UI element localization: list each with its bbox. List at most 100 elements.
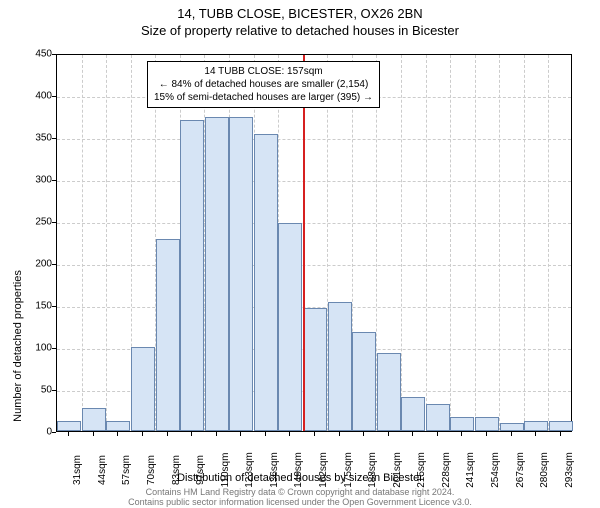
grid-line-h: [57, 223, 571, 224]
x-tick-label: 149sqm: [293, 452, 304, 488]
x-tick-mark: [93, 432, 94, 436]
x-tick-label: 57sqm: [121, 455, 132, 485]
y-tick-label: 250: [12, 217, 52, 228]
x-tick-label: 31sqm: [72, 455, 83, 485]
histogram-bar: [401, 397, 425, 431]
histogram-bar: [254, 134, 278, 431]
y-tick-mark: [52, 96, 56, 97]
y-tick-label: 300: [12, 175, 52, 186]
histogram-bar: [205, 117, 229, 431]
x-tick-label: 97sqm: [195, 455, 206, 485]
x-tick-mark: [68, 432, 69, 436]
x-tick-label: 83sqm: [171, 455, 182, 485]
x-tick-mark: [412, 432, 413, 436]
histogram-bar: [426, 404, 450, 431]
grid-line-h: [57, 181, 571, 182]
x-tick-label: 162sqm: [318, 452, 329, 488]
grid-line-v: [106, 55, 107, 431]
x-tick-mark: [240, 432, 241, 436]
histogram-bar: [524, 421, 548, 431]
x-tick-mark: [511, 432, 512, 436]
x-tick-label: 175sqm: [343, 452, 354, 488]
x-tick-label: 293sqm: [564, 452, 575, 488]
histogram-bar: [278, 223, 302, 431]
x-tick-mark: [142, 432, 143, 436]
x-tick-label: 280sqm: [539, 452, 550, 488]
x-tick-label: 267sqm: [515, 452, 526, 488]
page-title: 14, TUBB CLOSE, BICESTER, OX26 2BN: [0, 6, 600, 21]
x-tick-label: 70sqm: [146, 455, 157, 485]
grid-line-v: [475, 55, 476, 431]
x-tick-mark: [339, 432, 340, 436]
x-tick-label: 215sqm: [416, 452, 427, 488]
attribution: Contains HM Land Registry data © Crown c…: [0, 488, 600, 508]
histogram-bar: [82, 408, 106, 431]
y-tick-label: 350: [12, 133, 52, 144]
chart-plot-area: 14 TUBB CLOSE: 157sqm ← 84% of detached …: [56, 54, 572, 432]
marker-line: [303, 55, 305, 431]
histogram-bar: [377, 353, 401, 431]
x-tick-label: 241sqm: [465, 452, 476, 488]
annotation-box: 14 TUBB CLOSE: 157sqm ← 84% of detached …: [147, 61, 380, 108]
histogram-bar: [475, 417, 499, 431]
y-tick-label: 200: [12, 259, 52, 270]
grid-line-v: [548, 55, 549, 431]
x-tick-label: 123sqm: [244, 452, 255, 488]
x-tick-mark: [486, 432, 487, 436]
y-tick-label: 50: [12, 385, 52, 396]
attribution-line-2: Contains public sector information licen…: [0, 498, 600, 508]
x-tick-mark: [461, 432, 462, 436]
grid-line-v: [401, 55, 402, 431]
y-tick-mark: [52, 180, 56, 181]
y-tick-label: 400: [12, 91, 52, 102]
histogram-bar: [303, 308, 327, 431]
x-tick-label: 136sqm: [269, 452, 280, 488]
grid-line-v: [82, 55, 83, 431]
grid-line-h: [57, 139, 571, 140]
x-tick-label: 228sqm: [441, 452, 452, 488]
x-tick-mark: [388, 432, 389, 436]
y-tick-mark: [52, 432, 56, 433]
histogram-bar: [131, 347, 155, 431]
histogram-bar: [180, 120, 204, 431]
histogram-bar: [500, 423, 524, 431]
y-tick-mark: [52, 390, 56, 391]
x-tick-mark: [437, 432, 438, 436]
grid-line-h: [57, 265, 571, 266]
grid-line-v: [426, 55, 427, 431]
y-tick-label: 150: [12, 301, 52, 312]
histogram-bar: [450, 417, 474, 431]
y-tick-label: 450: [12, 49, 52, 60]
histogram-bar: [57, 421, 81, 431]
x-tick-mark: [265, 432, 266, 436]
grid-line-v: [450, 55, 451, 431]
y-tick-label: 0: [12, 427, 52, 438]
x-tick-label: 201sqm: [392, 452, 403, 488]
y-tick-label: 100: [12, 343, 52, 354]
histogram-bar: [549, 421, 573, 431]
x-tick-mark: [216, 432, 217, 436]
histogram-bar: [328, 302, 352, 431]
x-tick-label: 44sqm: [97, 455, 108, 485]
annotation-line-2: ← 84% of detached houses are smaller (2,…: [154, 78, 373, 91]
x-tick-mark: [535, 432, 536, 436]
y-tick-mark: [52, 54, 56, 55]
histogram-bar: [352, 332, 376, 431]
x-tick-label: 188sqm: [367, 452, 378, 488]
grid-line-v: [524, 55, 525, 431]
x-tick-mark: [560, 432, 561, 436]
y-tick-mark: [52, 138, 56, 139]
x-tick-mark: [314, 432, 315, 436]
histogram-bar: [229, 117, 253, 431]
grid-line-v: [499, 55, 500, 431]
page-subtitle: Size of property relative to detached ho…: [0, 23, 600, 38]
x-tick-mark: [191, 432, 192, 436]
annotation-line-3: 15% of semi-detached houses are larger (…: [154, 91, 373, 104]
y-tick-mark: [52, 264, 56, 265]
x-tick-mark: [167, 432, 168, 436]
x-tick-label: 110sqm: [220, 453, 231, 488]
annotation-line-1: 14 TUBB CLOSE: 157sqm: [154, 65, 373, 78]
y-tick-mark: [52, 222, 56, 223]
x-tick-mark: [117, 432, 118, 436]
histogram-bar: [156, 239, 180, 431]
